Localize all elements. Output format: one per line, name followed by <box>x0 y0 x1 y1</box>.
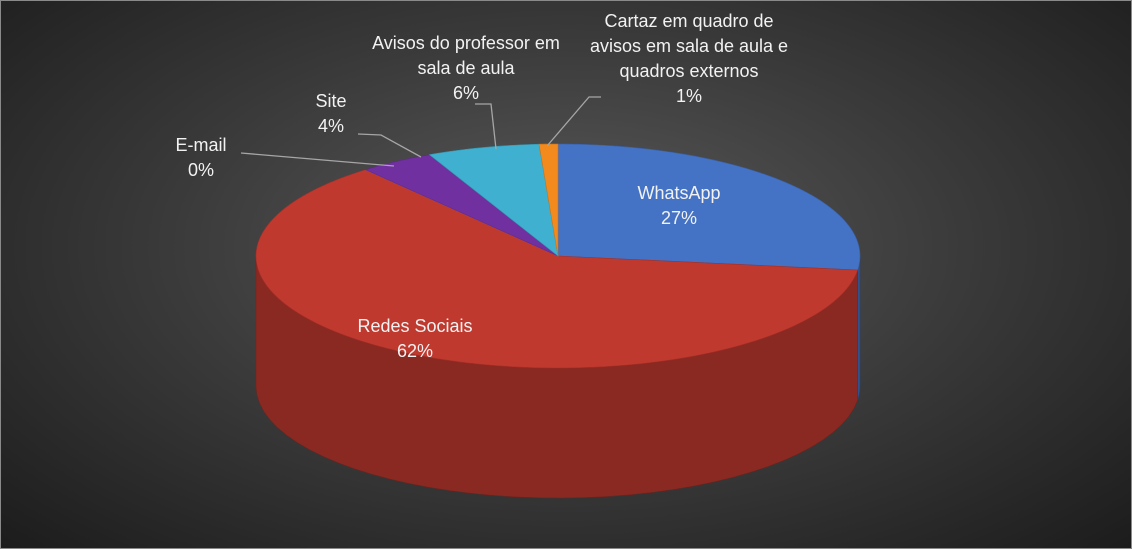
value-label: 0% <box>187 160 214 180</box>
data-label: Avisos do professor em sala de aula 6% <box>359 31 574 106</box>
slice <box>255 169 859 369</box>
slice <box>364 154 559 257</box>
value-label: 1% <box>675 86 702 106</box>
data-label: Site 4% <box>281 89 381 139</box>
data-label: E-mail 0% <box>141 133 261 183</box>
category-label: WhatsApp <box>637 183 721 203</box>
data-label: Cartaz em quadro de avisos em sala de au… <box>582 9 797 109</box>
leader-line <box>546 96 601 147</box>
slice <box>428 143 559 257</box>
value-label: 4% <box>317 116 344 136</box>
category-label: Avisos do professor em sala de aula <box>372 33 560 78</box>
leader-line <box>475 103 497 150</box>
data-label: WhatsApp 27% <box>579 181 779 231</box>
value-label: 62% <box>396 341 434 361</box>
slice-side <box>857 255 861 401</box>
category-label: Redes Sociais <box>357 316 473 336</box>
leader-line <box>240 152 395 167</box>
category-label: Cartaz em quadro de avisos em sala de au… <box>589 11 789 81</box>
leader-line <box>357 133 422 158</box>
value-label: 6% <box>452 83 479 103</box>
category-label: Site <box>315 91 347 111</box>
value-label: 27% <box>660 208 698 228</box>
data-label: Redes Sociais 62% <box>315 314 515 364</box>
category-label: E-mail <box>175 135 227 155</box>
slice <box>557 143 861 271</box>
